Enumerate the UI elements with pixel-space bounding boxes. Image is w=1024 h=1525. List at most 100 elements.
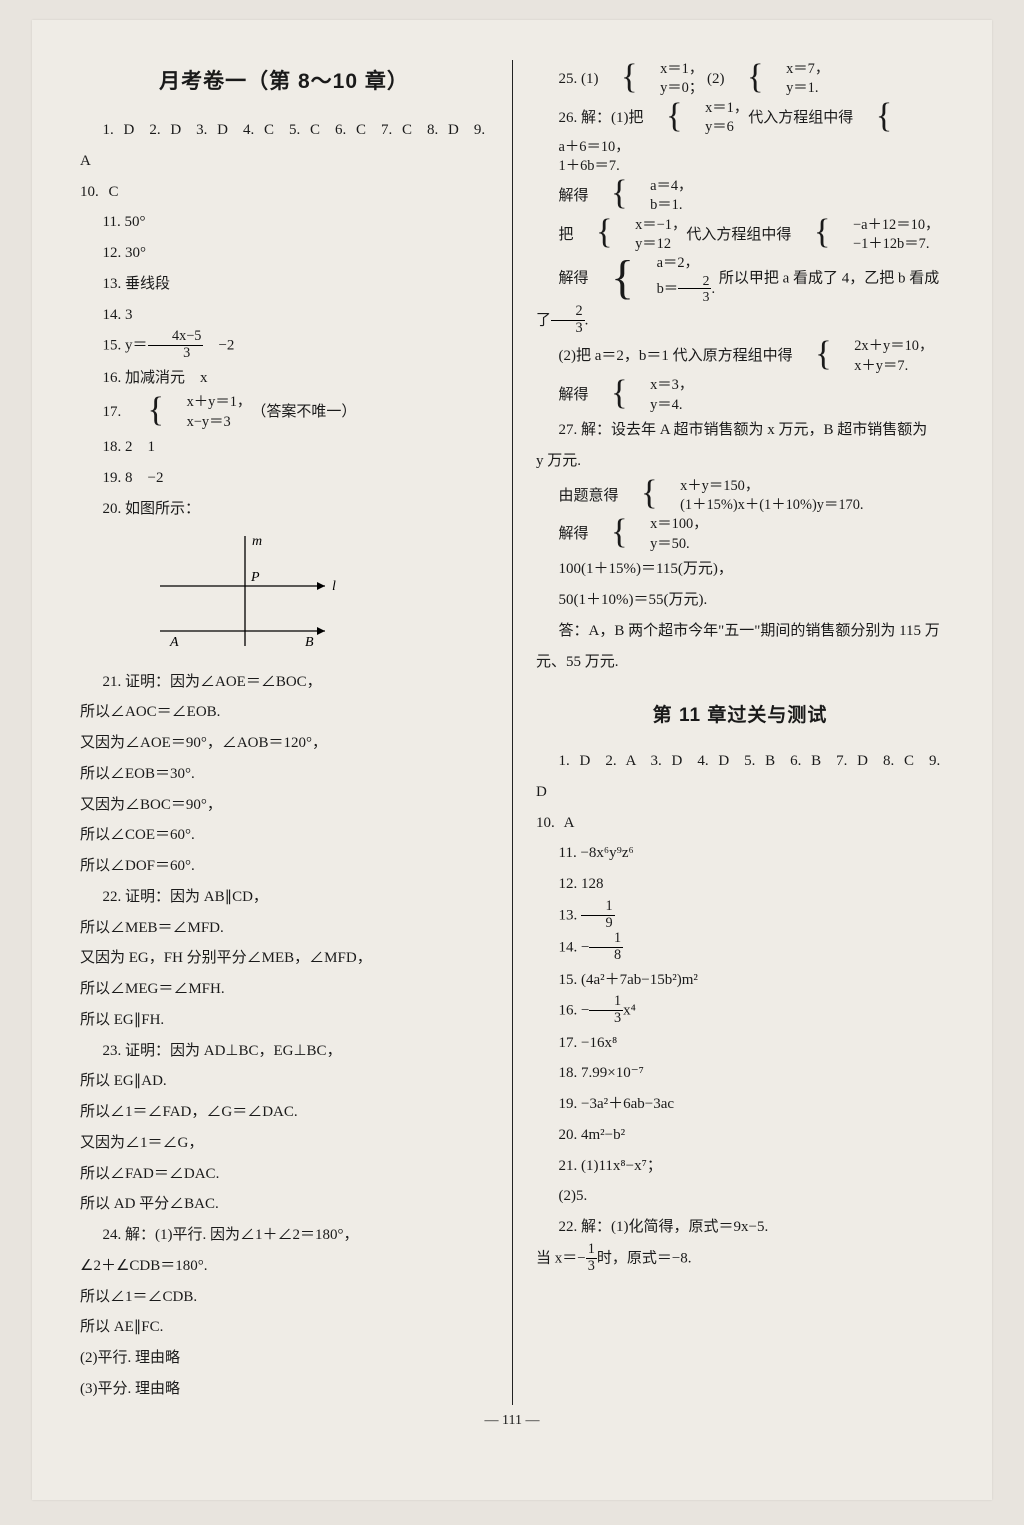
answer-13: 13. 垂线段 [80,269,488,300]
fig-label-B: B [305,635,314,650]
left-brace-icon: { [793,341,832,369]
left-brace-icon: { [574,219,613,247]
sol-26-l3: (2)把 a＝2，b＝1 代入原方程组中得{2x＋y＝10，x＋y＝7. [536,337,944,376]
s2-answer-15: 15. (4a²＋7ab−15b²)m² [536,965,944,996]
answer-15-pre: 15. y＝ [103,338,148,354]
left-brace-icon: { [589,519,628,547]
mc-answers-row-2: 10. C [80,177,488,208]
proof-23-l5: 所以∠FAD＝∠DAC. [80,1159,488,1190]
s2-sol-22-l1: 22. 解：(1)化简得，原式＝9x−5. [536,1212,944,1243]
proof-22-l5: 所以 EG∥FH. [80,1005,488,1036]
left-brace-icon: { [619,480,658,508]
left-brace-icon: { [791,219,830,247]
proof-22-l4: 所以∠MEG＝∠MFH. [80,974,488,1005]
s2-answer-12: 12. 128 [536,869,944,900]
left-brace-icon: { [853,103,892,131]
sol-27-l2: y 万元. [536,446,944,477]
answer-17: 17. {x＋y＝1，x−y＝3（答案不唯一） [80,393,488,432]
left-brace-icon: { [589,180,628,208]
answer-20: 20. 如图所示： [80,494,488,525]
s2-answer-13: 13. 19 [536,900,944,932]
sol-26-s2: 解得{a＝2，b＝23. 所以甲把 a 看成了 4，乙把 b 看成了23. [536,254,944,337]
sol-27-l6: 答：A，B 两个超市今年"五一"期间的销售额分别为 115 万 [536,616,944,647]
answer-19: 19. 8 −2 [80,463,488,494]
answer-14: 14. 3 [80,300,488,331]
answer-11: 11. 50° [80,207,488,238]
s2-answer-18: 18. 7.99×10⁻⁷ [536,1058,944,1089]
fraction: 4x−53 [148,329,204,361]
s2-mc-row-2: 10. A [536,808,944,839]
column-divider [512,60,513,1405]
answer-17-tail: （答案不唯一） [251,404,356,420]
sol-24-l2: ∠2＋∠CDB＝180°. [80,1251,488,1282]
proof-21-l7: 所以∠DOF＝60°. [80,851,488,882]
left-brace-icon: { [644,103,683,131]
sol-26-s3: 解得{x＝3，y＝4. [536,376,944,415]
proof-23-l4: 又因为∠1＝∠G， [80,1128,488,1159]
sol-27-l1: 27. 解：设去年 A 超市销售额为 x 万元，B 超市销售额为 [536,415,944,446]
s2-mc-row-1: 1. D 2. A 3. D 4. D 5. B 6. B 7. D 8. C … [536,746,944,808]
page-number: — 111 — [80,1413,944,1429]
answer-25: 25. (1){x＝1，y＝0； (2){x＝7，y＝1. [536,60,944,99]
sol-24-l1: 24. 解：(1)平行. 因为∠1＋∠2＝180°， [80,1220,488,1251]
sol-26-l2: 把{x＝−1，y＝12代入方程组中得{−a＋12＝10，−1＋12b＝7. [536,216,944,255]
proof-21-l6: 所以∠COE＝60°. [80,820,488,851]
s2-answer-19: 19. −3a²＋6ab−3ac [536,1089,944,1120]
system: x＋y＝1，x−y＝3 [164,393,251,432]
proof-23-l3: 所以∠1＝∠FAD，∠G＝∠DAC. [80,1097,488,1128]
sol-27-l3: 由题意得{x＋y＝150，(1＋15%)x＋(1＋10%)y＝170. [536,477,944,516]
proof-23-l1: 23. 证明：因为 AD⊥BC，EG⊥BC， [80,1036,488,1067]
left-brace-icon: { [589,260,635,296]
section2-title: 第 11 章过关与测试 [536,697,944,736]
proof-21-l3: 又因为∠AOE＝90°，∠AOB＝120°， [80,728,488,759]
proof-21-l2: 所以∠AOC＝∠EOB. [80,697,488,728]
proof-21-l5: 又因为∠BOC＝90°， [80,790,488,821]
s2-answer-21b: (2)5. [536,1181,944,1212]
left-column: 月考卷一（第 8～10 章） 1. D 2. D 3. D 4. C 5. C … [80,60,512,1405]
fig-label-m: m [252,534,262,549]
sol-26-s1: 解得{a＝4，b＝1. [536,177,944,216]
sol-27-l7: 元、55 万元. [536,647,944,678]
sol-27-l5: 50(1＋10%)＝55(万元). [536,585,944,616]
sol-24-l3: 所以∠1＝∠CDB. [80,1282,488,1313]
answer-18: 18. 2 1 [80,432,488,463]
sol-27-s: 解得{x＝100，y＝50. [536,515,944,554]
two-column-layout: 月考卷一（第 8～10 章） 1. D 2. D 3. D 4. C 5. C … [80,60,944,1405]
answer-12: 12. 30° [80,238,488,269]
proof-22-l2: 所以∠MEB＝∠MFD. [80,913,488,944]
answer-17-pre: 17. [103,404,126,420]
geometry-figure: m P l A B [140,531,350,661]
left-brace-icon: { [125,397,164,425]
proof-23-l6: 所以 AD 平分∠BAC. [80,1189,488,1220]
answer-15: 15. y＝4x−53 −2 [80,330,488,362]
proof-21-l1: 21. 证明：因为∠AOE＝∠BOC， [80,667,488,698]
answer-16: 16. 加减消元 x [80,363,488,394]
proof-23-l2: 所以 EG∥AD. [80,1066,488,1097]
s2-answer-11: 11. −8x⁶y⁹z⁶ [536,838,944,869]
left-brace-icon: { [725,64,764,92]
sol-26-l1: 26. 解：(1)把{x＝1，y＝6代入方程组中得{a＋6＝10，1＋6b＝7. [536,99,944,177]
fig-label-l: l [332,579,336,594]
sol-24-l6: (3)平分. 理由略 [80,1374,488,1405]
proof-21-l4: 所以∠EOB＝30°. [80,759,488,790]
answer-key-page: 月考卷一（第 8～10 章） 1. D 2. D 3. D 4. C 5. C … [32,20,992,1500]
section1-title: 月考卷一（第 8～10 章） [80,60,488,103]
sol-24-l4: 所以 AE∥FC. [80,1312,488,1343]
right-column: 25. (1){x＝1，y＝0； (2){x＝7，y＝1. 26. 解：(1)把… [512,60,944,1405]
s2-answer-14: 14. −18 [536,932,944,964]
s2-answer-20: 20. 4m²−b² [536,1120,944,1151]
fig-label-P: P [250,570,260,585]
fig-label-A: A [169,635,179,650]
s2-answer-21a: 21. (1)11x⁸−x⁷； [536,1151,944,1182]
sol-24-l5: (2)平行. 理由略 [80,1343,488,1374]
s2-sol-22-l2: 当 x＝−13时，原式＝−8. [536,1243,944,1275]
answer-15-tail: −2 [203,338,234,354]
left-brace-icon: { [599,64,638,92]
s2-answer-16: 16. −13x⁴ [536,995,944,1027]
proof-22-l3: 又因为 EG，FH 分别平分∠MEB，∠MFD， [80,943,488,974]
s2-answer-17: 17. −16x⁸ [536,1028,944,1059]
proof-22-l1: 22. 证明：因为 AB∥CD， [80,882,488,913]
left-brace-icon: { [589,380,628,408]
mc-answers-row-1: 1. D 2. D 3. D 4. C 5. C 6. C 7. C 8. D … [80,115,488,177]
sol-27-l4: 100(1＋15%)＝115(万元)， [536,554,944,585]
